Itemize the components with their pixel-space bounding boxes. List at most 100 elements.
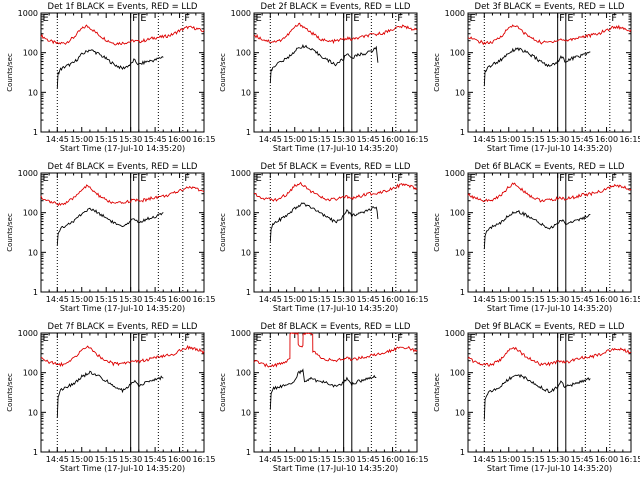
y-axis-label: Counts/sec xyxy=(6,213,14,252)
flag-label: F xyxy=(132,173,138,184)
x-tick-label: 15:15 xyxy=(308,135,331,144)
y-tick-label: 1000 xyxy=(231,9,251,18)
x-tick-label: 15:45 xyxy=(571,295,594,304)
flag-label: F xyxy=(559,173,565,184)
y-tick-label: 1000 xyxy=(445,9,465,18)
chart-panel-det-2: Det 2f BLACK = Events, RED = LLD 1 10 100 10… xyxy=(219,2,429,153)
x-tick-label: 15:45 xyxy=(357,135,380,144)
x-tick-label: 15:00 xyxy=(497,135,520,144)
x-tick-label: 14:45 xyxy=(259,295,282,304)
x-tick-label: 15:45 xyxy=(357,455,380,464)
y-tick-label: 1 xyxy=(460,288,465,297)
y-tick-label: 100 xyxy=(450,49,465,58)
flag-label: F xyxy=(397,173,403,184)
chart-title: Det 7f BLACK = Events, RED = LLD xyxy=(48,322,198,332)
y-tick-label: 100 xyxy=(23,209,38,218)
chart-title: Det 2f BLACK = Events, RED = LLD xyxy=(261,2,411,12)
flag-label: F xyxy=(132,333,138,344)
x-tick-label: 15:30 xyxy=(119,455,142,464)
y-tick-label: 1 xyxy=(33,288,38,297)
flag-label: F xyxy=(611,13,617,24)
x-tick-label: 15:15 xyxy=(522,455,545,464)
x-tick-label: 16:15 xyxy=(619,455,640,464)
x-tick-label: 15:30 xyxy=(546,135,569,144)
y-tick-label: 1000 xyxy=(18,9,38,18)
series-line-events xyxy=(56,207,164,246)
x-tick-label: 15:45 xyxy=(571,135,594,144)
x-tick-label: 14:45 xyxy=(473,135,496,144)
y-tick-label: 10 xyxy=(241,248,251,257)
x-tick-label: 14:45 xyxy=(46,295,69,304)
y-tick-label: 10 xyxy=(455,248,465,257)
series-line-events xyxy=(56,49,164,89)
x-tick-label: 16:15 xyxy=(619,295,640,304)
y-axis-label: Counts/sec xyxy=(6,373,14,412)
x-tick-label: 14:45 xyxy=(46,455,69,464)
x-tick-label: 15:45 xyxy=(571,455,594,464)
y-tick-label: 1 xyxy=(460,448,465,457)
x-tick-label: 15:15 xyxy=(95,455,118,464)
y-tick-label: 10 xyxy=(241,88,251,97)
x-tick-label: 15:00 xyxy=(70,135,93,144)
series-line-lld xyxy=(40,184,205,207)
x-tick-label: 15:15 xyxy=(308,295,331,304)
x-axis-label: Start Time (17-Jul-10 14:35:20) xyxy=(487,144,612,153)
x-tick-label: 15:30 xyxy=(332,455,355,464)
x-axis-label: Start Time (17-Jul-10 14:35:20) xyxy=(487,304,612,313)
y-tick-label: 10 xyxy=(28,248,38,257)
x-tick-label: 15:00 xyxy=(70,295,93,304)
x-tick-label: 16:00 xyxy=(168,295,191,304)
y-tick-label: 1000 xyxy=(445,169,465,178)
x-tick-label: 14:45 xyxy=(259,135,282,144)
flag-label: E xyxy=(43,173,49,184)
series-line-lld xyxy=(40,344,205,368)
series-line-events xyxy=(269,202,379,242)
plot-frame xyxy=(467,12,632,133)
plot-frame xyxy=(253,172,418,293)
x-tick-label: 16:15 xyxy=(192,295,215,304)
x-tick-label: 16:15 xyxy=(192,135,215,144)
x-tick-label: 16:15 xyxy=(192,455,215,464)
x-tick-label: 16:00 xyxy=(168,135,191,144)
y-axis-label: Counts/sec xyxy=(6,53,14,92)
x-axis-label: Start Time (17-Jul-10 14:35:20) xyxy=(273,144,398,153)
y-tick-label: 10 xyxy=(455,88,465,97)
x-tick-label: 16:15 xyxy=(405,135,428,144)
flag-label: E xyxy=(140,173,146,184)
flag-label: E xyxy=(140,13,146,24)
y-tick-label: 10 xyxy=(455,408,465,417)
y-tick-label: 100 xyxy=(450,369,465,378)
y-tick-label: 1 xyxy=(246,128,251,137)
flag-label: F xyxy=(611,173,617,184)
x-tick-label: 16:15 xyxy=(405,295,428,304)
flag-label: E xyxy=(256,333,262,344)
series-line-events xyxy=(269,43,379,84)
chart-panel-det-4: Det 4f BLACK = Events, RED = LLD 1 10 100 10… xyxy=(6,162,216,313)
flag-label: F xyxy=(345,13,351,24)
chart-title: Det 1f BLACK = Events, RED = LLD xyxy=(48,2,198,12)
flag-label: F xyxy=(184,13,190,24)
chart-title: Det 9f BLACK = Events, RED = LLD xyxy=(475,322,625,332)
x-tick-label: 15:45 xyxy=(144,295,167,304)
chart-title: Det 5f BLACK = Events, RED = LLD xyxy=(261,162,411,172)
flag-label: F xyxy=(559,333,565,344)
x-axis-label: Start Time (17-Jul-10 14:35:20) xyxy=(60,144,185,153)
plot-frame xyxy=(40,172,205,293)
flag-label: F xyxy=(397,13,403,24)
series-line-lld xyxy=(40,24,205,46)
x-tick-label: 15:30 xyxy=(546,455,569,464)
x-axis-label: Start Time (17-Jul-10 14:35:20) xyxy=(60,304,185,313)
flag-label: F xyxy=(345,173,351,184)
flag-label: E xyxy=(353,173,359,184)
y-tick-label: 1 xyxy=(460,128,465,137)
series-line-events xyxy=(269,368,377,410)
x-tick-label: 15:00 xyxy=(283,135,306,144)
y-tick-label: 100 xyxy=(450,209,465,218)
x-tick-label: 15:45 xyxy=(144,455,167,464)
flag-label: E xyxy=(470,173,476,184)
x-axis-label: Start Time (17-Jul-10 14:35:20) xyxy=(487,464,612,473)
x-tick-label: 16:00 xyxy=(381,135,404,144)
x-tick-label: 15:00 xyxy=(283,295,306,304)
flag-label: F xyxy=(559,13,565,24)
x-tick-label: 14:45 xyxy=(473,455,496,464)
